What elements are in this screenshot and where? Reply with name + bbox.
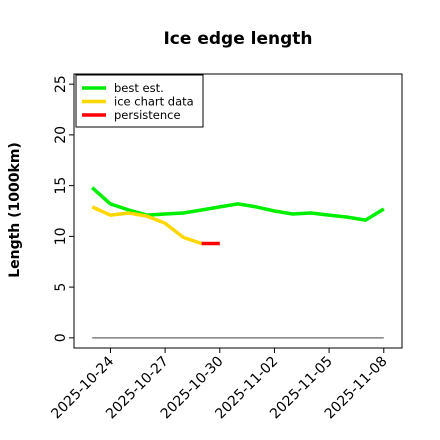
y-axis-ticks: 0 5 10 15 20 25 bbox=[53, 75, 74, 342]
y-tick-label: 25 bbox=[53, 75, 69, 93]
y-axis-label: Length (1000km) bbox=[7, 142, 23, 278]
x-axis-ticks: 2025-10-242025-10-272025-10-302025-11-02… bbox=[48, 348, 391, 422]
y-tick-label: 20 bbox=[53, 126, 69, 144]
y-tick-label: 10 bbox=[53, 227, 69, 245]
plot-frame bbox=[73, 73, 403, 349]
legend-label-1: ice chart data bbox=[114, 95, 194, 109]
series-line-1 bbox=[91, 205, 203, 246]
y-tick-label: 0 bbox=[53, 333, 69, 342]
y-tick-label: 15 bbox=[53, 177, 69, 195]
series-layer bbox=[91, 186, 385, 246]
chart-title: Ice edge length bbox=[163, 29, 312, 49]
y-tick-label: 5 bbox=[53, 283, 69, 292]
legend-label-2: persistence bbox=[114, 108, 181, 122]
legend-label-0: best est. bbox=[114, 81, 164, 95]
